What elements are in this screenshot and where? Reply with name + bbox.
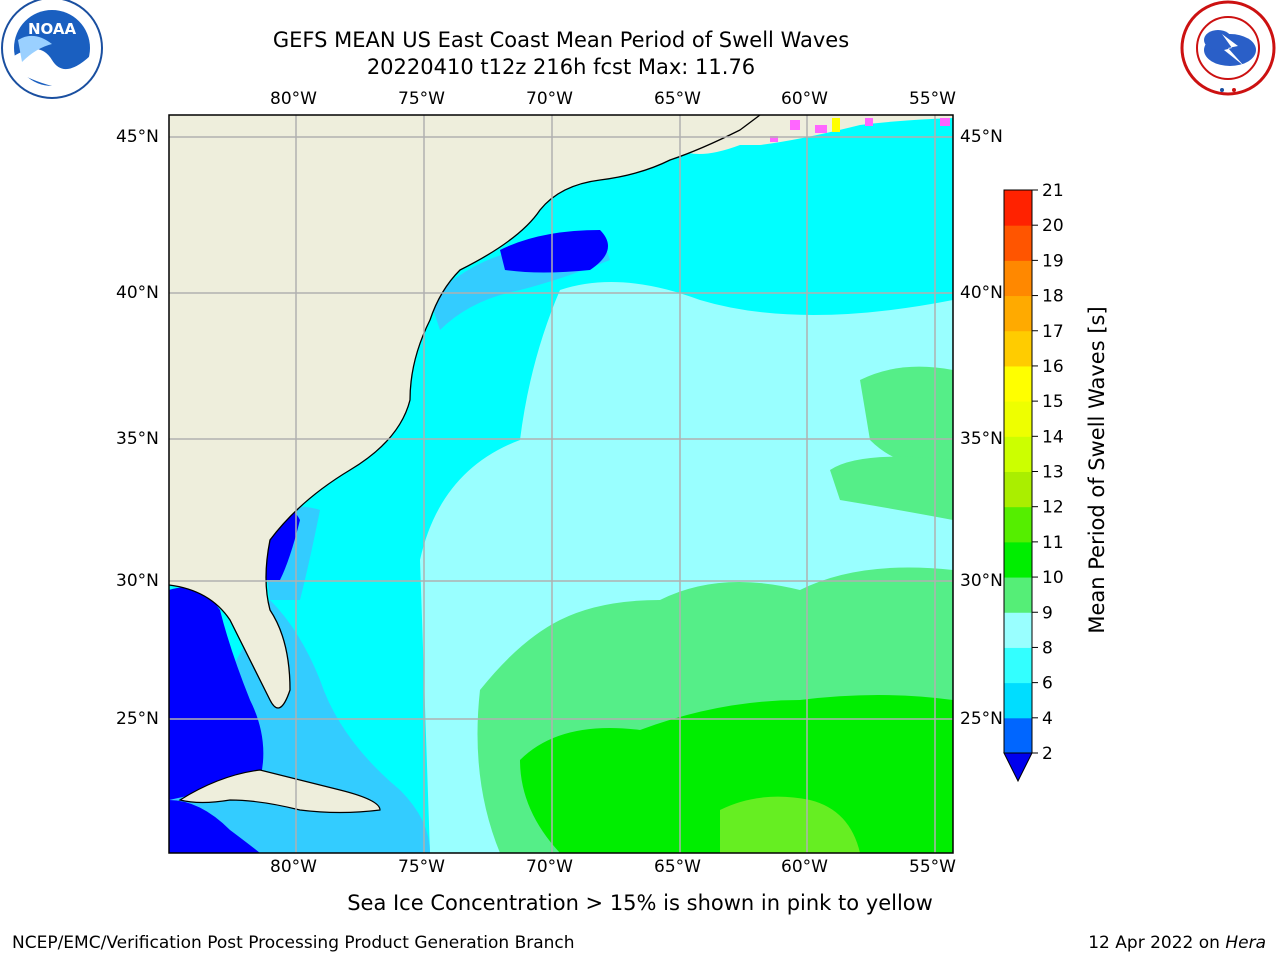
lon-label-bottom: 70°W xyxy=(526,857,573,877)
lon-label-top: 75°W xyxy=(398,89,445,109)
sea-ice-cell xyxy=(832,118,840,132)
colorbar-tick-label: 18 xyxy=(1042,287,1064,307)
colorbar-tick-label: 8 xyxy=(1042,638,1053,658)
colorbar-under-arrow xyxy=(1003,752,1033,783)
lon-label-top: 65°W xyxy=(654,89,701,109)
sea-ice-note-row: Sea Ice Concentration > 15% is shown in … xyxy=(0,891,1280,915)
sea-ice-cell xyxy=(865,118,873,126)
lon-label-bottom: 75°W xyxy=(398,857,445,877)
colorbar-bin xyxy=(1004,647,1032,684)
colorbar-bin xyxy=(1004,225,1032,261)
land-cuba xyxy=(180,770,380,813)
run-date: 12 Apr 2022 on Hera xyxy=(1088,933,1266,953)
colorbar-bin xyxy=(1004,577,1032,613)
lon-label-bottom: 60°W xyxy=(781,857,828,877)
lon-label-top: 60°W xyxy=(781,89,828,109)
colorbar: 2 4 6 8 9 10 11 12 13 14 15 16 17 18 19 20 21 xyxy=(1003,181,1064,783)
sea-ice-cell xyxy=(790,120,800,130)
nws-logo-icon xyxy=(1180,0,1276,96)
credit-text: NCEP/EMC/Verification Post Processing Pr… xyxy=(12,933,575,953)
chart-title: GEFS MEAN US East Coast Mean Period of S… xyxy=(272,28,850,52)
map-panel xyxy=(168,114,954,854)
noaa-logo-icon: NOAA xyxy=(1,0,103,99)
ocean-9-10-patch-east xyxy=(860,366,953,470)
colorbar-tick-label: 4 xyxy=(1042,709,1053,729)
lat-label-right: 45°N xyxy=(960,127,1003,147)
lat-label-right: 25°N xyxy=(960,709,1003,729)
colorbar-tick-label: 2 xyxy=(1042,744,1053,764)
colorbar-tick-label: 11 xyxy=(1042,533,1064,553)
colorbar-tick-label: 12 xyxy=(1042,498,1064,518)
colorbar-bin xyxy=(1004,717,1032,754)
colorbar-tick-label: 14 xyxy=(1042,427,1064,447)
colorbar-tick-label: 15 xyxy=(1042,392,1064,412)
map-field xyxy=(169,115,953,853)
land-north-america xyxy=(169,115,760,708)
colorbar-bin xyxy=(1004,401,1032,437)
colorbar-label: Mean Period of Swell Waves [s] xyxy=(1085,306,1109,634)
colorbar-bin xyxy=(1004,506,1032,543)
coastline-cuba xyxy=(178,769,381,814)
noaa-logo-text: NOAA xyxy=(28,20,77,38)
colorbar-tick-label: 19 xyxy=(1042,251,1064,271)
lat-label-right: 30°N xyxy=(960,571,1003,591)
sea-ice-cell xyxy=(940,118,950,126)
lat-label-left: 35°N xyxy=(116,429,159,449)
lat-label-left: 40°N xyxy=(116,283,159,303)
ocean-2-4-caribbean xyxy=(169,800,260,853)
sea-ice-note: Sea Ice Concentration > 15% is shown in … xyxy=(347,891,933,915)
ocean-9-10-patch-east2 xyxy=(830,456,953,520)
colorbar-tick-label: 17 xyxy=(1042,322,1064,342)
lon-label-top: 70°W xyxy=(526,89,573,109)
lat-label-left: 30°N xyxy=(116,571,159,591)
colorbar-bin xyxy=(1004,541,1032,578)
lon-label-top: 55°W xyxy=(909,89,956,109)
chart-subtitle: 20220410 t12z 216h fcst Max: 11.76 xyxy=(366,55,756,79)
colorbar-bin xyxy=(1004,260,1032,297)
colorbar-bin xyxy=(1004,436,1032,472)
colorbar-tick-label: 10 xyxy=(1042,568,1064,588)
lat-label-right: 40°N xyxy=(960,283,1003,303)
ocean-10-11-region xyxy=(520,695,953,853)
ocean-11-12-region xyxy=(720,796,860,853)
map-frame xyxy=(168,114,954,854)
colorbar-bin xyxy=(1004,682,1032,719)
lon-label-bottom: 65°W xyxy=(654,857,701,877)
colorbar-bin xyxy=(1004,295,1032,332)
colorbar-tick-label: 9 xyxy=(1042,603,1053,623)
run-date-text: 12 Apr 2022 on xyxy=(1088,933,1226,953)
colorbar-tick-label: 20 xyxy=(1042,216,1064,236)
coastline xyxy=(169,115,761,709)
graticule xyxy=(169,115,953,853)
machine-name: Hera xyxy=(1225,933,1266,953)
colorbar-bin xyxy=(1004,365,1032,402)
colorbar-bin xyxy=(1004,471,1032,508)
lon-label-bottom: 55°W xyxy=(909,857,956,877)
lon-label-top: 80°W xyxy=(270,89,317,109)
colorbar-tick-label: 6 xyxy=(1042,674,1053,694)
lat-label-left: 45°N xyxy=(116,127,159,147)
ocean-2-4-gulf-of-mexico xyxy=(169,587,264,800)
colorbar-tick-label: 16 xyxy=(1042,357,1064,377)
sea-ice-cell xyxy=(815,125,827,133)
colorbar-tick-label: 13 xyxy=(1042,463,1064,483)
lon-label-bottom: 80°W xyxy=(270,857,317,877)
colorbar-bin xyxy=(1004,190,1032,226)
lat-label-left: 25°N xyxy=(116,709,159,729)
lat-label-right: 35°N xyxy=(960,429,1003,449)
ocean-2-4-cape-cod xyxy=(500,230,608,273)
colorbar-bin xyxy=(1004,330,1032,367)
colorbar-tick-label: 21 xyxy=(1042,181,1064,201)
sea-ice-cell xyxy=(770,136,778,142)
colorbar-bin xyxy=(1004,612,1032,648)
